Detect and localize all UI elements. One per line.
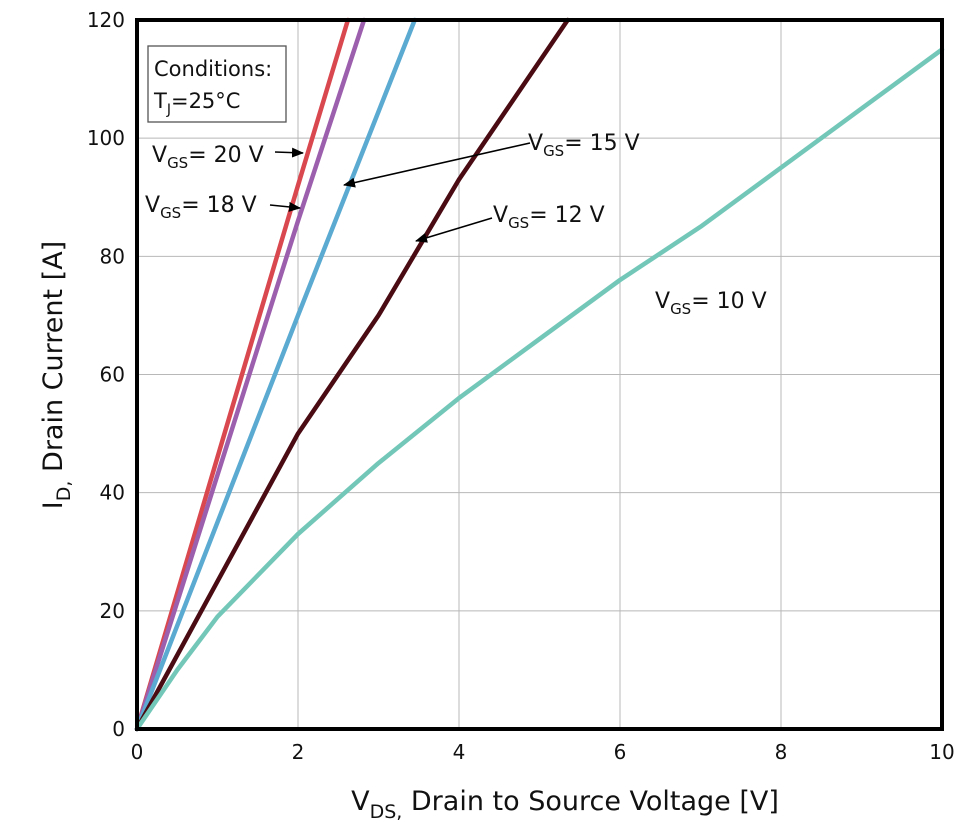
label-vgs18: VGS= 18 V	[145, 193, 257, 222]
series-line-0	[134, 17, 351, 732]
y-tick-label: 60	[100, 363, 125, 387]
conditions-title: Conditions:	[154, 57, 272, 81]
y-tick-label: 40	[100, 481, 125, 505]
x-tick-label: 8	[775, 740, 788, 764]
y-tick-label: 120	[87, 8, 125, 32]
series-layer	[134, 17, 945, 732]
conditions-box: Conditions: TJ=25°C	[147, 45, 287, 123]
annotation-arrows	[269, 142, 531, 243]
arrow-vgs18	[269, 201, 301, 212]
conditions-temp: TJ=25°C	[153, 89, 240, 118]
series-line-2	[134, 17, 417, 732]
conditions-frame	[147, 45, 287, 123]
x-tick-label: 2	[292, 740, 305, 764]
label-vgs20: VGS= 20 V	[152, 143, 264, 172]
arrow-vgs12	[415, 217, 493, 243]
series-line-4	[134, 47, 945, 732]
y-tick-label: 100	[87, 126, 125, 150]
y-tick-label: 80	[100, 244, 125, 268]
label-vgs12: VGS= 12 V	[493, 203, 605, 232]
arrow-vgs20	[274, 147, 304, 158]
label-vgs15: VGS= 15 V	[528, 131, 640, 160]
series-line-1	[134, 17, 367, 732]
x-tick-label: 0	[131, 740, 144, 764]
x-tick-label: 6	[614, 740, 627, 764]
y-tick-label: 0	[112, 717, 125, 741]
series-line-3	[134, 17, 570, 732]
x-tick-label: 10	[929, 740, 954, 764]
y-axis-title: ID, Drain Current [A]	[38, 241, 75, 509]
arrow-vgs15	[343, 142, 531, 188]
x-axis-title: VDS, Drain to Source Voltage [V]	[351, 786, 779, 823]
grid-lines	[137, 20, 942, 729]
label-vgs10: VGS= 10 V	[655, 289, 767, 318]
y-tick-label: 20	[100, 599, 125, 623]
plot-frame	[135, 18, 944, 731]
x-tick-label: 4	[453, 740, 466, 764]
